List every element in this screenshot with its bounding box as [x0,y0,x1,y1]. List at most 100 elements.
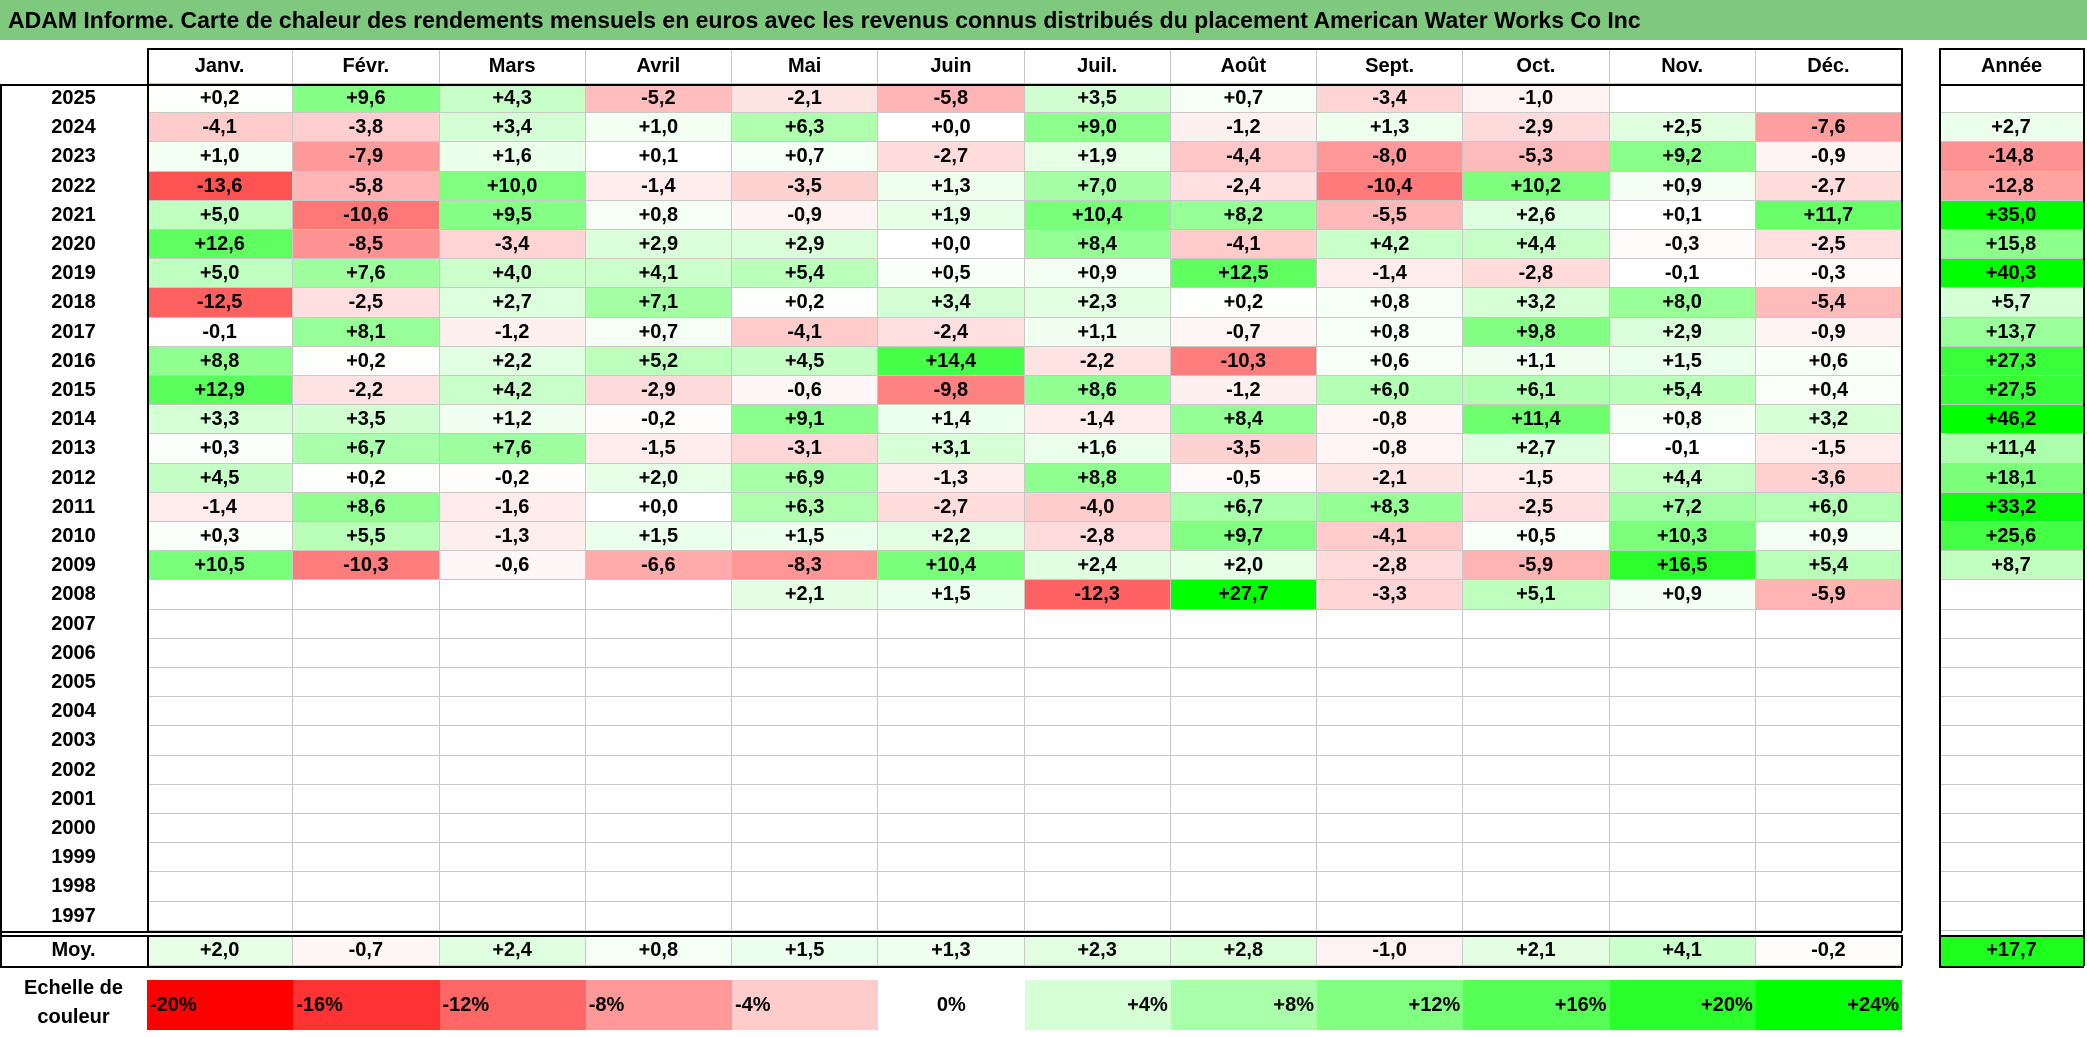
heatmap-cell: +2,7 [439,288,586,318]
heatmap-cell: -2,1 [1317,463,1464,493]
heatmap-cell [147,755,294,785]
heatmap-cell: -7,6 [1755,113,1902,143]
heatmap-cell [878,814,1025,844]
heatmap-cell: +5,4 [1755,551,1902,581]
heatmap-cell: +1,4 [878,405,1025,435]
heatmap-cell: -5,3 [1463,142,1610,172]
heatmap-cell [1317,697,1464,727]
heatmap-cell [439,872,586,902]
heatmap-cell: +6,1 [1463,376,1610,406]
heatmap-cell [732,609,879,639]
heatmap-cell [147,609,294,639]
heatmap-cell: +0,0 [585,492,732,522]
heatmap-cell: -3,5 [732,171,879,201]
heatmap-cell: +0,9 [1609,171,1756,201]
heatmap-cell: +0,7 [1170,84,1317,114]
color-scale-swatch: +16% [1463,980,1610,1030]
heatmap-cell: +0,8 [585,200,732,230]
annual-cell [1939,638,2084,668]
year-label: 2004 [51,700,96,723]
heatmap-cell [439,609,586,639]
month-header: Sept. [1317,48,1464,84]
heatmap-cell: -0,9 [1755,317,1902,347]
heatmap-cell: +6,0 [1317,376,1464,406]
color-scale-swatch: +12% [1317,980,1464,1030]
heatmap-cell: -7,9 [293,142,440,172]
year-label: 2023 [51,145,96,168]
avg-cell: +4,1 [1609,935,1756,966]
heatmap-cell [1463,872,1610,902]
annual-cell [1939,901,2084,931]
heatmap-cell: -5,4 [1755,288,1902,318]
heatmap-cell: -0,2 [585,405,732,435]
avg-label: Moy. [51,939,96,961]
annual-border [2083,48,2085,966]
color-scale-swatch: +24% [1755,980,1902,1030]
heatmap-cell: +10,0 [439,171,586,201]
heatmap-cell [1024,784,1171,814]
color-scale-label-line: couleur [37,1006,110,1028]
heatmap-cell: +0,5 [878,259,1025,289]
heatmap-cell [1755,609,1902,639]
year-label: 2019 [51,262,96,285]
heatmap-cell: -10,6 [293,200,440,230]
heatmap-cell [1170,814,1317,844]
heatmap-cell: +2,9 [732,230,879,260]
heatmap-cell: +0,2 [293,463,440,493]
heatmap-cell [147,901,294,931]
heatmap-cell [147,580,294,610]
heatmap-cell: +3,1 [878,434,1025,464]
heatmap-cell: -0,6 [732,376,879,406]
heatmap-cell [293,755,440,785]
heatmap-cell [147,872,294,902]
heatmap-cell: +2,0 [1170,551,1317,581]
heatmap-cell: +3,5 [293,405,440,435]
heatmap-cell [585,726,732,756]
month-header: Mai [732,48,879,84]
heatmap-cell: -3,4 [1317,84,1464,114]
heatmap-cell: -0,8 [1317,434,1464,464]
heatmap-cell: -1,5 [1463,463,1610,493]
grid-border [1901,48,1903,931]
heatmap-cell: +7,2 [1609,492,1756,522]
heatmap-cell: +16,5 [1609,551,1756,581]
heatmap-cell [1609,843,1756,873]
annual-cell: +5,7 [1939,288,2084,318]
heatmap-cell: +12,9 [147,376,294,406]
month-header: Juil. [1024,48,1171,84]
heatmap-cell: -2,5 [1463,492,1610,522]
heatmap-cell: +5,5 [293,522,440,552]
heatmap-cell: -2,7 [878,142,1025,172]
heatmap-cell: +0,0 [878,230,1025,260]
heatmap-cell [1170,901,1317,931]
grid-border [147,48,149,931]
heatmap-cell [147,843,294,873]
heatmap-cell: +1,5 [732,522,879,552]
heatmap-cell: -1,4 [147,492,294,522]
annual-cell: +35,0 [1939,200,2084,230]
avg-cell: +2,1 [1463,935,1610,966]
heatmap-cell: +0,3 [147,434,294,464]
grid-border [0,935,1902,937]
heatmap-cell: -10,4 [1317,171,1464,201]
heatmap-cell [1609,814,1756,844]
heatmap-cell: -5,8 [293,171,440,201]
heatmap-cell [732,668,879,698]
heatmap-cell [1463,814,1610,844]
heatmap-cell: +9,6 [293,84,440,114]
heatmap-cell: +8,8 [147,346,294,376]
heatmap-cell: +9,2 [1609,142,1756,172]
heatmap-cell: +6,7 [293,434,440,464]
heatmap-cell [1024,814,1171,844]
heatmap-cell: +8,0 [1609,288,1756,318]
heatmap-cell [293,580,440,610]
heatmap-cell [732,814,879,844]
annual-cell: +27,5 [1939,376,2084,406]
year-label: 1998 [51,875,96,898]
heatmap-cell: +8,2 [1170,200,1317,230]
annual-cell [1939,84,2084,114]
heatmap-cell [1609,726,1756,756]
annual-cell: +11,4 [1939,434,2084,464]
heatmap-cell: -4,1 [1317,522,1464,552]
heatmap-cell: -0,9 [732,200,879,230]
